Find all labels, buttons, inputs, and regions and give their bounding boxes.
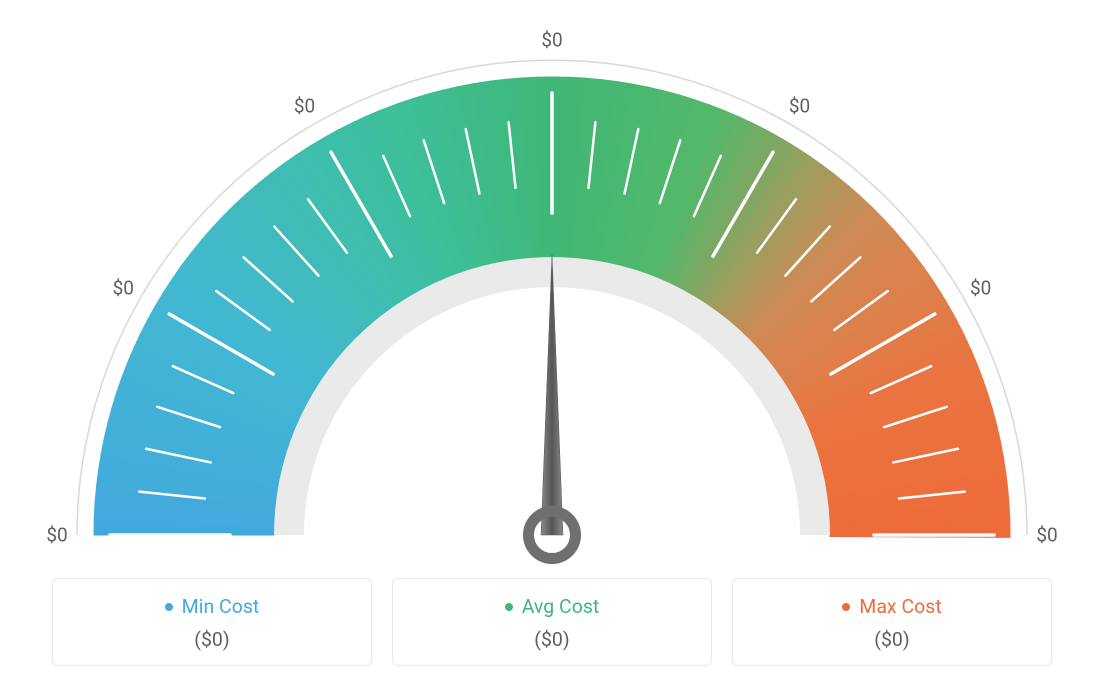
gauge-scale-label: $0 [541, 29, 562, 52]
dot-icon [505, 603, 513, 611]
gauge-chart: $0 $0 $0 $0 $0 $0 $0 [0, 0, 1104, 560]
legend-card-min: Min Cost ($0) [52, 578, 372, 666]
gauge-scale-label: $0 [113, 276, 134, 299]
legend-label: Avg Cost [522, 595, 600, 618]
legend-value-max: ($0) [743, 628, 1041, 651]
gauge-scale-label: $0 [789, 95, 810, 118]
legend-title-min: Min Cost [165, 595, 260, 618]
gauge-scale-label: $0 [294, 95, 315, 118]
legend-value-avg: ($0) [403, 628, 701, 651]
legend-value-min: ($0) [63, 628, 361, 651]
gauge-scale-label: $0 [970, 276, 991, 299]
legend-label: Max Cost [859, 595, 941, 618]
dot-icon [165, 603, 173, 611]
legend-card-max: Max Cost ($0) [732, 578, 1052, 666]
gauge-scale-label: $0 [1036, 524, 1057, 547]
legend-label: Min Cost [182, 595, 260, 618]
dot-icon [842, 603, 850, 611]
legend-title-max: Max Cost [842, 595, 941, 618]
gauge-scale-label: $0 [46, 524, 67, 547]
legend-card-avg: Avg Cost ($0) [392, 578, 712, 666]
legend-title-avg: Avg Cost [505, 595, 600, 618]
gauge-svg [0, 10, 1104, 575]
legend-row: Min Cost ($0) Avg Cost ($0) Max Cost ($0… [0, 578, 1104, 666]
